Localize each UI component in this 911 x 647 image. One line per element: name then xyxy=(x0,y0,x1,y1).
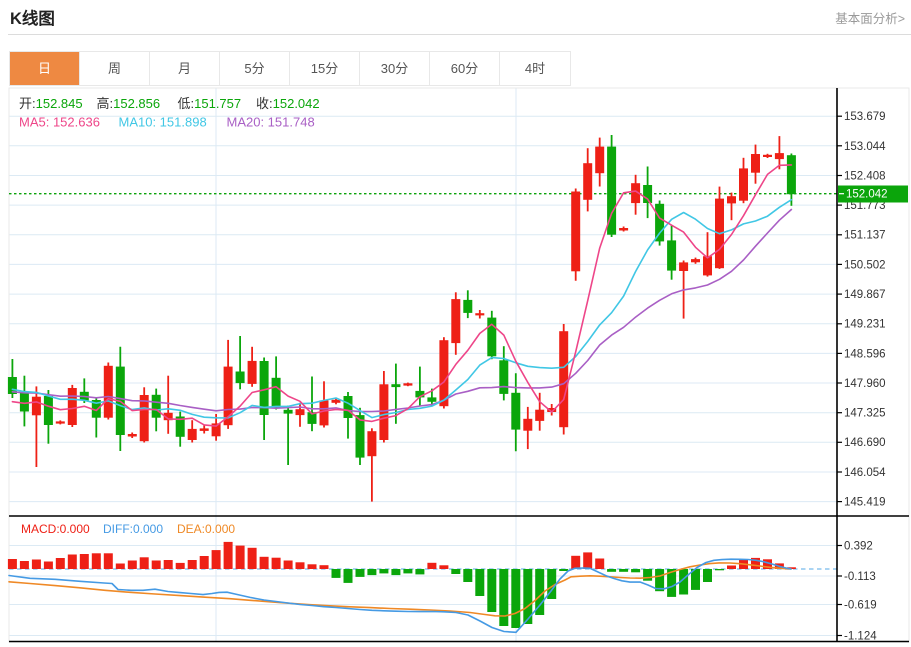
svg-text:148.596: 148.596 xyxy=(844,348,886,360)
svg-text:-0.619: -0.619 xyxy=(844,599,877,611)
svg-text:145.419: 145.419 xyxy=(844,497,886,509)
svg-text:151.137: 151.137 xyxy=(844,230,886,242)
svg-text:高:152.856: 高:152.856 xyxy=(97,96,161,111)
svg-text:-1.124: -1.124 xyxy=(844,630,877,642)
svg-text:开:152.845: 开:152.845 xyxy=(19,96,83,111)
svg-text:低:151.757: 低:151.757 xyxy=(178,96,242,111)
svg-text:MA10: 151.898: MA10: 151.898 xyxy=(119,114,207,129)
svg-text:152.042: 152.042 xyxy=(846,189,888,201)
svg-text:147.960: 147.960 xyxy=(844,378,886,390)
svg-text:0.392: 0.392 xyxy=(844,540,873,552)
svg-text:MA20: 151.748: MA20: 151.748 xyxy=(227,114,315,129)
svg-text:MACD:0.000: MACD:0.000 xyxy=(21,522,90,536)
svg-text:DIFF:0.000: DIFF:0.000 xyxy=(103,522,163,536)
svg-text:146.690: 146.690 xyxy=(844,437,886,449)
svg-text:收:152.042: 收:152.042 xyxy=(256,96,320,111)
svg-text:150.502: 150.502 xyxy=(844,259,886,271)
svg-text:149.231: 149.231 xyxy=(844,319,886,331)
svg-text:146.054: 146.054 xyxy=(844,467,886,479)
svg-text:DEA:0.000: DEA:0.000 xyxy=(177,522,235,536)
svg-text:152.408: 152.408 xyxy=(844,170,886,182)
svg-text:153.044: 153.044 xyxy=(844,141,886,153)
svg-text:151.773: 151.773 xyxy=(844,200,886,212)
svg-text:-0.113: -0.113 xyxy=(844,571,876,583)
svg-text:153.679: 153.679 xyxy=(844,111,886,123)
svg-text:MA5: 152.636: MA5: 152.636 xyxy=(19,114,100,129)
svg-text:147.325: 147.325 xyxy=(844,408,886,420)
svg-text:149.867: 149.867 xyxy=(844,289,886,301)
